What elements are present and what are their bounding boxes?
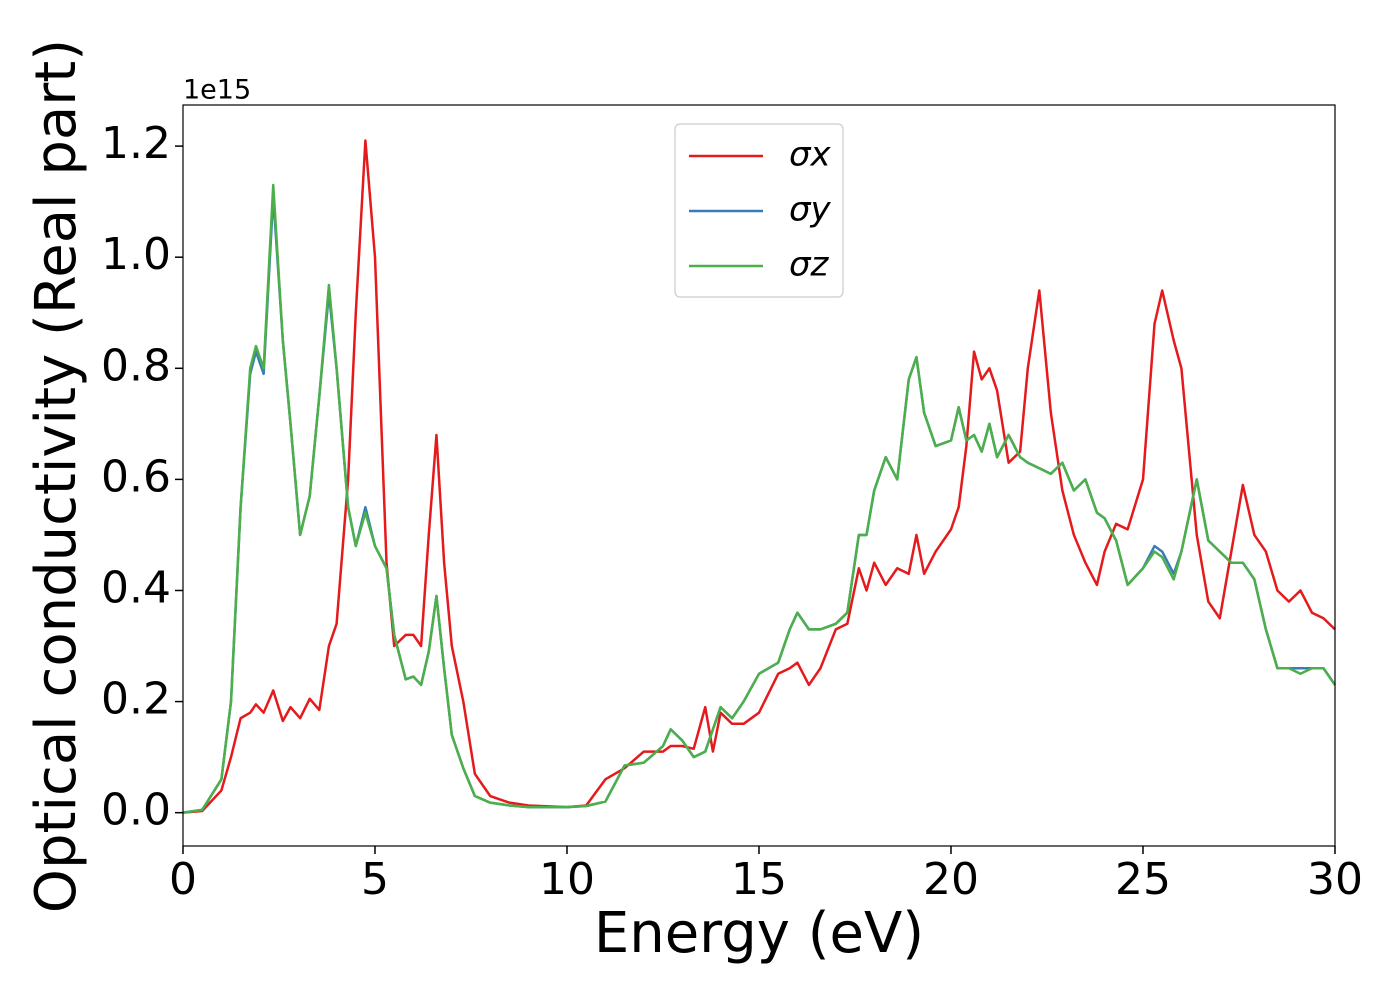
x-tick-label: 0 bbox=[169, 854, 197, 905]
y-tick-label: 0.8 bbox=[101, 340, 171, 391]
legend-label: σx bbox=[789, 135, 832, 175]
x-tick-label: 25 bbox=[1115, 854, 1171, 905]
legend-label: σz bbox=[789, 245, 830, 285]
x-tick-label: 5 bbox=[361, 854, 389, 905]
y-tick-label: 1.0 bbox=[101, 229, 171, 280]
x-tick-label: 20 bbox=[923, 854, 979, 905]
x-tick-label: 10 bbox=[539, 854, 595, 905]
x-tick-label: 30 bbox=[1307, 854, 1363, 905]
x-axis-label: Energy (eV) bbox=[594, 901, 924, 966]
y-tick-label: 0.4 bbox=[101, 562, 171, 613]
x-tick-label: 15 bbox=[731, 854, 787, 905]
y-axis-label: Optical conductivity (Real part) bbox=[24, 39, 89, 913]
plot-frame bbox=[182, 104, 1336, 847]
y-offset-text: 1e15 bbox=[183, 75, 251, 106]
line-series bbox=[182, 139, 1336, 814]
y-tick-label: 0.2 bbox=[101, 674, 171, 725]
y-tick-label: 0.0 bbox=[101, 785, 171, 836]
legend-label: σy bbox=[789, 190, 832, 230]
y-tick-label: 0.6 bbox=[101, 451, 171, 502]
line-series bbox=[182, 183, 1337, 814]
y-tick-label: 1.2 bbox=[101, 118, 171, 169]
